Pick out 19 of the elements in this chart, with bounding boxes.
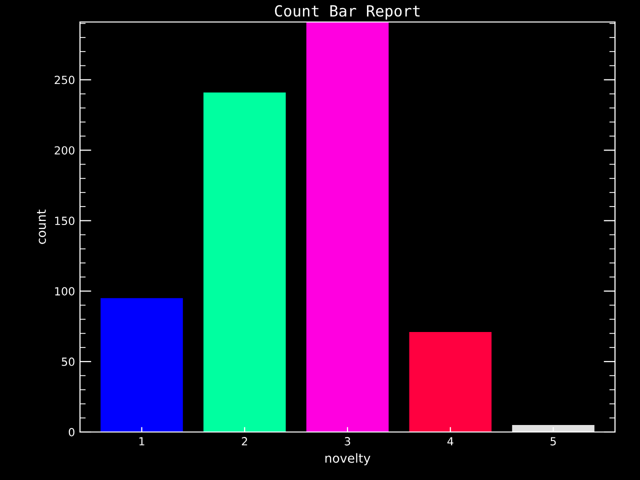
x-tick-label: 3 — [344, 437, 350, 446]
bar — [203, 92, 286, 432]
bar — [512, 424, 594, 432]
chart-title: Count Bar Report — [274, 5, 420, 20]
bar — [100, 298, 183, 432]
x-tick-label: 4 — [447, 437, 454, 446]
y-tick-label: 50 — [62, 358, 74, 366]
x-tick-label: 5 — [550, 437, 556, 446]
x-axis-title: novelty — [325, 453, 370, 466]
y-tick-label: 0 — [68, 428, 74, 436]
y-tick-label: 200 — [54, 146, 74, 155]
bar — [409, 332, 492, 432]
y-tick-label: 250 — [54, 76, 74, 84]
bar — [306, 22, 389, 432]
x-tick-label: 2 — [242, 437, 248, 446]
y-tick-label: 100 — [55, 287, 74, 296]
y-tick-label: 150 — [55, 216, 74, 226]
y-axis-title: count — [37, 210, 46, 244]
x-tick-label: 1 — [139, 437, 144, 446]
